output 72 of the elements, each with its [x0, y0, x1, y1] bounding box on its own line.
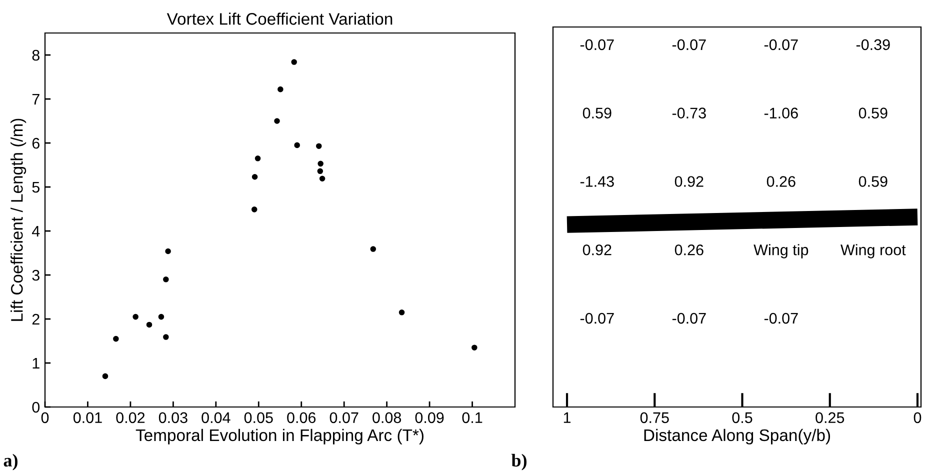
point [316, 143, 322, 149]
point [132, 314, 138, 320]
y-tick-label: 1 [32, 358, 40, 369]
y-axis-title: Lift Coefficient / Length (/m) [10, 118, 26, 321]
annotation: 0.92 [582, 244, 612, 256]
x-tick-label: 1 [564, 412, 571, 423]
x-axis-title: Distance Along Span(y/b) [644, 428, 830, 444]
text: 0.59 [858, 176, 888, 187]
chart-title: Vortex Lift Coefficient Variation [166, 12, 392, 25]
point [370, 246, 376, 252]
annotation: Wing root [840, 244, 906, 258]
text: 0.92 [674, 176, 704, 187]
text: 0.26 [766, 176, 796, 187]
point [252, 174, 258, 180]
x-tick-label: 0.05 [244, 412, 273, 424]
annotation: 0.26 [674, 244, 704, 256]
point [113, 336, 119, 342]
text: -1.43 [580, 176, 614, 187]
point [274, 118, 280, 124]
annotation: Wing tip [754, 244, 808, 258]
y-tick-label: 0 [32, 402, 40, 413]
annotation: -0.07 [580, 312, 614, 324]
annotation: -0.07 [764, 312, 798, 324]
annotation: -0.07 [672, 312, 706, 324]
text: -0.07 [764, 39, 798, 50]
text: 0.59 [858, 108, 888, 118]
x-tick-label: 0.03 [158, 412, 188, 424]
point [102, 373, 108, 380]
x-tick-label: 0 [41, 412, 49, 424]
point [398, 310, 405, 316]
text: -0.07 [672, 39, 706, 50]
x-tick-label: 0.02 [116, 412, 145, 424]
x-tick-label: 0.1 [462, 412, 482, 424]
point [251, 206, 258, 212]
point [254, 156, 261, 162]
x-tick-label: 0 [914, 412, 922, 424]
text: -0.73 [672, 108, 706, 118]
x-tick-label: 0.08 [372, 412, 402, 424]
point [165, 248, 171, 254]
point [158, 314, 164, 320]
y-tick-label: 7 [32, 94, 40, 105]
x-tick-label: 0.25 [816, 412, 844, 424]
text: -0.07 [580, 39, 614, 50]
y-tick-label: 2 [32, 314, 40, 325]
point [163, 276, 169, 282]
point [163, 334, 169, 340]
x-tick-label: 0.06 [287, 412, 316, 424]
x-tick-label: 0.04 [202, 412, 230, 424]
x-tick-label: 0.75 [640, 412, 669, 424]
y-tick-label: 5 [32, 182, 40, 193]
text: -0.39 [856, 39, 890, 50]
x-tick-label: 0.5 [732, 412, 752, 424]
point [319, 176, 326, 182]
x-tick-label: 0.01 [73, 412, 102, 424]
point [278, 86, 284, 92]
x-tick-label: 0.09 [415, 412, 444, 424]
point [146, 322, 152, 328]
x-tick-label: 0.07 [330, 412, 358, 424]
y-tick-label: 6 [32, 138, 40, 149]
point [317, 168, 324, 174]
text: b) [511, 454, 526, 470]
y-tick-label: 3 [32, 270, 40, 281]
point [291, 59, 297, 65]
y-tick-label: 4 [32, 226, 40, 237]
text: -1.06 [764, 108, 798, 118]
x-axis-title: Temporal Evolution in Flapping Arc (T*) [136, 428, 424, 444]
point [318, 160, 324, 167]
y-tick-label: 8 [32, 50, 40, 61]
text: a) [4, 454, 18, 470]
point [472, 344, 478, 350]
text: 0.59 [582, 108, 612, 118]
point [294, 142, 300, 148]
